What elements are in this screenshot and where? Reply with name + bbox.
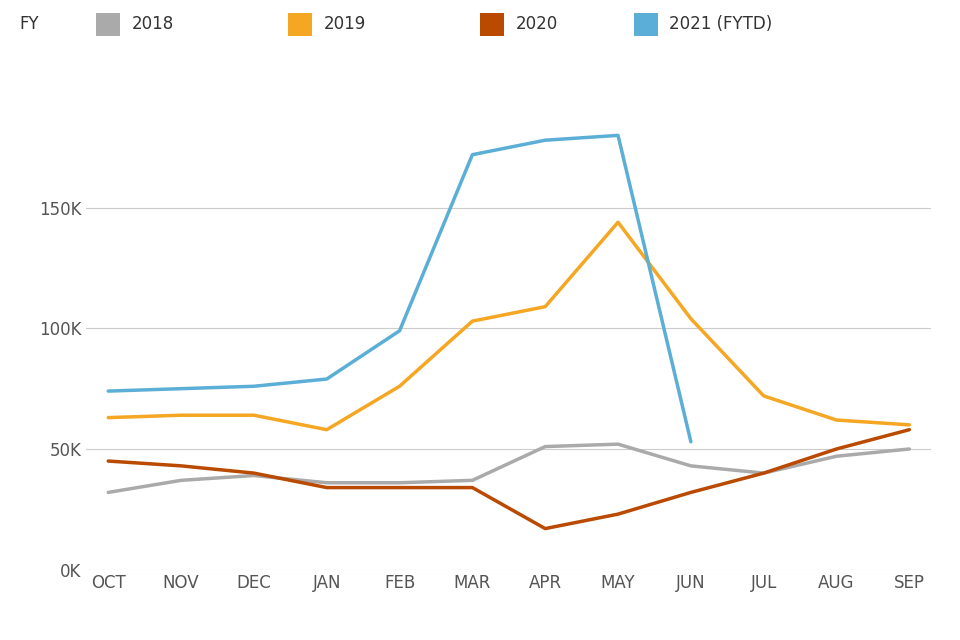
Bar [480, 13, 504, 36]
Text: FY Southwest Land Border Encounters by Month: FY Southwest Land Border Encounters by M… [242, 63, 776, 81]
Text: FY: FY [19, 15, 38, 33]
Text: 2020: 2020 [516, 15, 558, 33]
Text: 2021 (FYTD): 2021 (FYTD) [669, 15, 773, 33]
Bar [96, 13, 120, 36]
Text: 2018: 2018 [132, 15, 174, 33]
Text: 2019: 2019 [324, 15, 366, 33]
Bar [288, 13, 312, 36]
Bar [634, 13, 658, 36]
